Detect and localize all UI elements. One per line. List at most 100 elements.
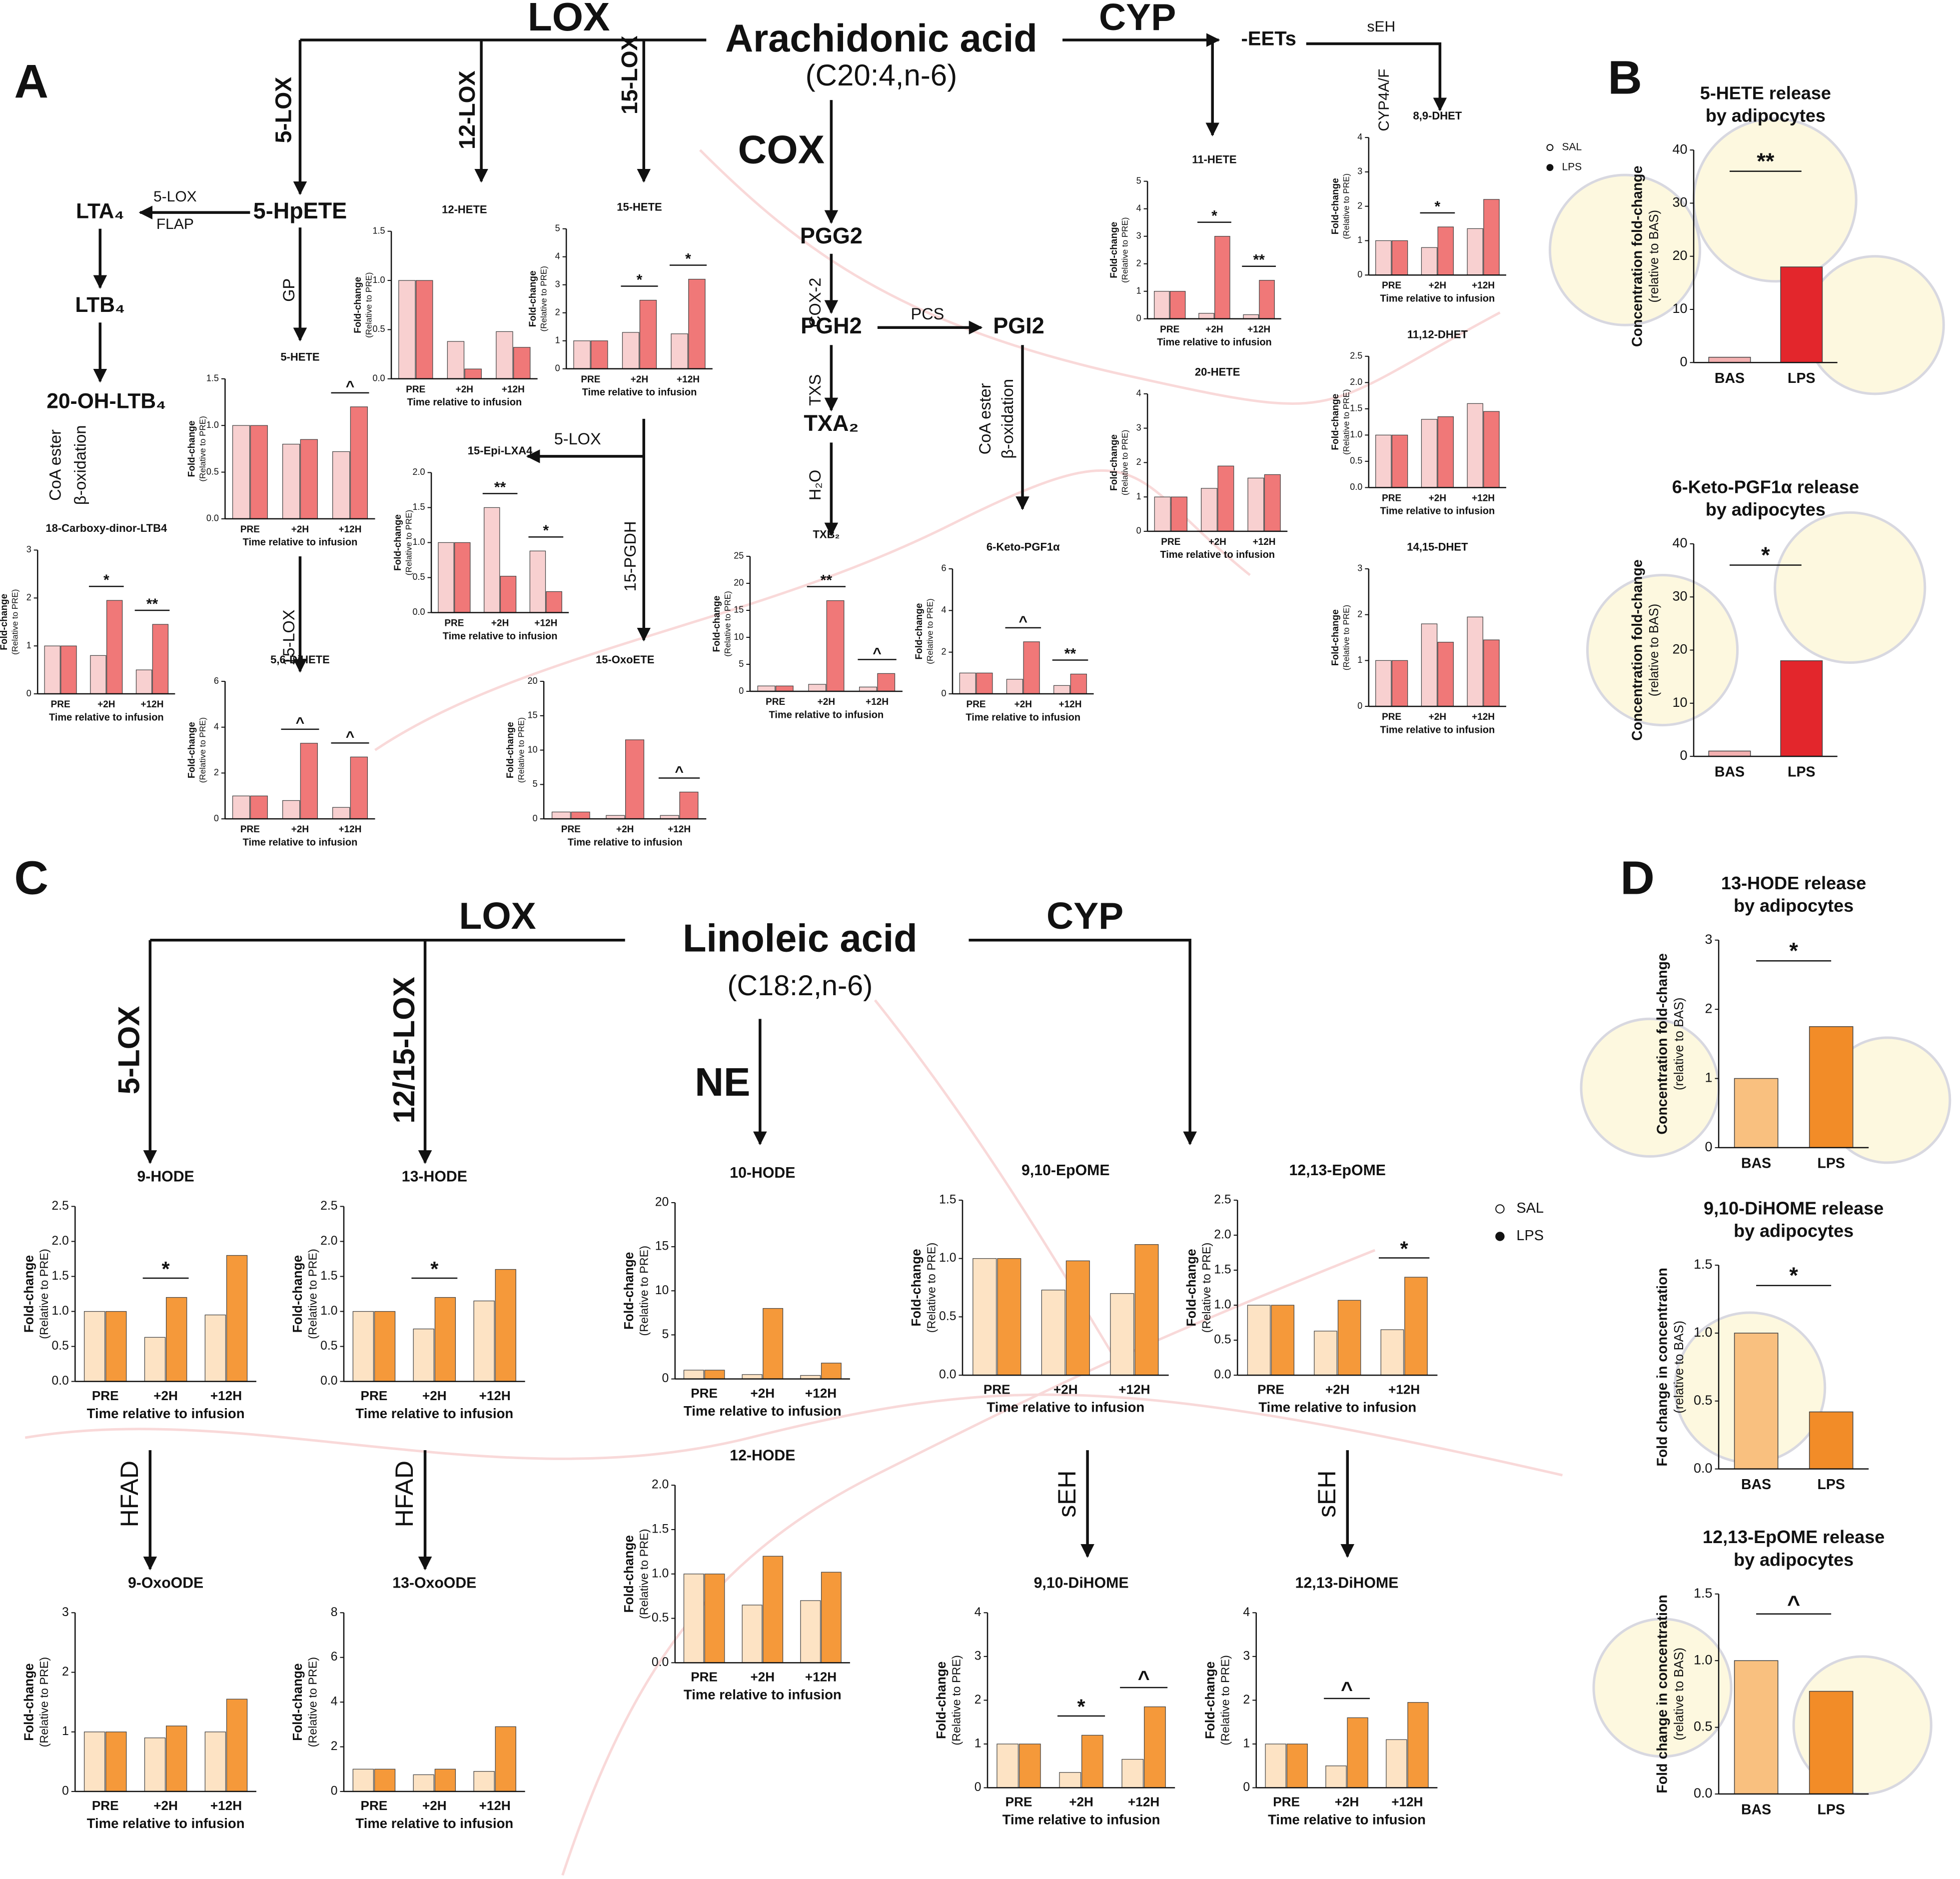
y-tick-label: 6: [941, 563, 946, 573]
bar: [1201, 488, 1218, 532]
x-tick-label: +12H: [1253, 537, 1276, 547]
y-tick-label: 4: [1243, 1606, 1250, 1619]
y-tick-label: 1.0: [51, 1304, 68, 1318]
y-axis-label: (Relative to PRE): [1341, 605, 1351, 670]
bar: [808, 684, 827, 692]
pathway-label: (C18:2,n-6): [727, 970, 873, 1002]
significance-label: ^: [346, 728, 355, 745]
bar: [1391, 660, 1408, 707]
legend-label: SAL: [1516, 1200, 1544, 1216]
x-tick-label: +12H: [479, 1798, 511, 1813]
y-tick-label: 0.0: [1350, 482, 1362, 492]
bar: [1375, 660, 1392, 707]
pathway-label: TXA₂: [804, 410, 859, 436]
bar: [1437, 416, 1454, 488]
y-tick-label: 2: [555, 307, 560, 317]
bar: [997, 1258, 1021, 1376]
significance-label: *: [430, 1258, 439, 1281]
bar: [1259, 280, 1275, 319]
y-axis-label: (Relative to PRE): [306, 1657, 319, 1748]
bar: [44, 645, 60, 694]
y-tick-label: 4: [555, 251, 560, 261]
y-axis-label: Fold-change: [186, 420, 197, 477]
x-tick-label: +12H: [1247, 324, 1270, 335]
y-tick-label: 1.5: [1350, 403, 1362, 413]
x-tick-label: +2H: [491, 618, 509, 629]
bar: [332, 451, 350, 519]
pathway-label: GP: [280, 278, 298, 302]
pathway-label: sEH: [1053, 1470, 1081, 1517]
x-tick-label: +12H: [339, 824, 362, 835]
x-tick-label: PRE: [691, 1669, 718, 1684]
x-tick-label: PRE: [766, 697, 785, 707]
y-tick-label: 15: [528, 710, 538, 720]
x-axis-label: Time relative to infusion: [1258, 1399, 1416, 1415]
y-tick-label: 0.0: [372, 373, 385, 383]
y-tick-label: 3: [555, 279, 560, 289]
y-tick-label: 0.0: [320, 1374, 337, 1388]
y-tick-label: 3: [1136, 230, 1141, 240]
significance-label: *: [162, 1258, 170, 1281]
significance-label: *: [543, 522, 549, 539]
bar: [1018, 1744, 1041, 1789]
x-axis-label: Time relative to infusion: [684, 1687, 842, 1703]
bar: [622, 332, 640, 369]
bar: [1286, 1744, 1308, 1789]
y-tick-label: 2: [26, 592, 31, 602]
x-tick-label: +12H: [502, 384, 525, 395]
y-tick-label: 0.0: [206, 513, 219, 523]
pathway-label: CoA ester: [976, 383, 994, 454]
cell: [1774, 511, 1927, 664]
significance-label: ^: [1341, 1678, 1353, 1701]
y-tick-label: 4: [214, 721, 219, 731]
y-tick-label: 0: [1705, 1139, 1713, 1154]
y-axis-label: (Relative to PRE): [404, 510, 414, 575]
y-axis-label: (Relative to PRE): [306, 1249, 319, 1339]
bar: [282, 800, 300, 819]
x-tick-label: PRE: [92, 1798, 119, 1813]
y-tick-label: 0: [1357, 701, 1362, 711]
y-tick-label: 10: [528, 744, 538, 754]
pathway-label: LOX: [528, 0, 610, 39]
significance-label: **: [1064, 645, 1076, 662]
bar: [639, 299, 657, 369]
y-tick-label: 3: [26, 544, 31, 554]
bar: [350, 756, 368, 819]
x-axis-label: Time relative to infusion: [684, 1403, 842, 1419]
bar: [704, 1574, 725, 1663]
x-tick-label: PRE: [444, 618, 464, 629]
y-tick-label: 1: [26, 640, 31, 650]
bar: [434, 1297, 456, 1382]
chart-title: 12-HETE: [442, 203, 487, 215]
y-tick-label: 3: [975, 1649, 981, 1663]
y-tick-label: 0.0: [652, 1656, 669, 1669]
bar: [300, 743, 318, 819]
bar: [1023, 641, 1040, 694]
x-axis-label: Time relative to infusion: [1002, 1812, 1160, 1828]
y-tick-label: 20: [1673, 248, 1688, 263]
y-tick-label: 0.0: [51, 1374, 68, 1388]
bar: [775, 685, 794, 692]
y-tick-label: 4: [1136, 203, 1141, 213]
bar: [1347, 1717, 1368, 1789]
bar: [495, 1269, 516, 1382]
vessel: [561, 1249, 1376, 1876]
y-tick-label: 2.0: [413, 467, 425, 477]
chart-title: 9,10-DiHOME: [1034, 1575, 1129, 1592]
bar: [742, 1605, 763, 1663]
y-tick-label: 1.5: [652, 1523, 669, 1536]
bar: [573, 340, 591, 369]
pathway-label: LTA₄: [76, 199, 124, 223]
x-tick-label: +12H: [1472, 280, 1495, 291]
y-tick-label: 2: [1136, 258, 1141, 268]
chart-title: 11-HETE: [1192, 153, 1236, 165]
bar: [1065, 1260, 1090, 1376]
pathway-label: COX-2: [806, 278, 824, 327]
y-axis-label: Fold-change: [621, 1535, 636, 1613]
chart-title: 13-HODE release: [1721, 873, 1866, 893]
bar: [105, 1732, 127, 1792]
x-tick-label: PRE: [561, 824, 581, 835]
y-tick-label: 40: [1673, 535, 1688, 550]
y-axis-label: (Relative to PRE): [723, 591, 732, 656]
significance-label: *: [1761, 542, 1770, 568]
